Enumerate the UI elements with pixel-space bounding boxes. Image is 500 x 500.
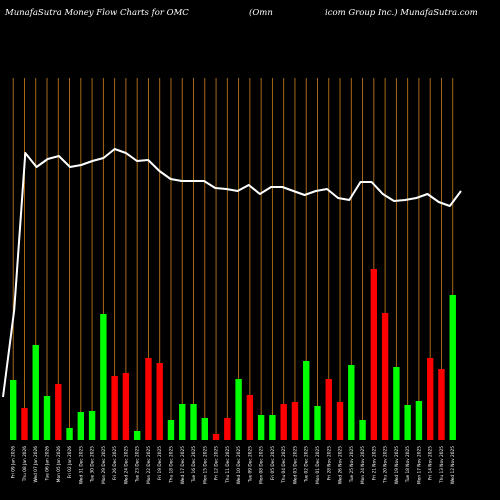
date-label: Wed 24 Dec 2025 xyxy=(123,446,129,484)
money-flow-bar xyxy=(133,431,141,440)
date-label: Tue 23 Dec 2025 xyxy=(135,446,141,483)
date-label: Tue 30 Dec 2025 xyxy=(90,446,96,483)
title-right: icom Group Inc.) MunafaSutra.com xyxy=(325,7,478,18)
price-line-path xyxy=(2,148,462,398)
date-label: Tue 06 Jan 2026 xyxy=(45,446,51,482)
money-flow-bar xyxy=(122,373,130,440)
date-label: Fri 09 Jan 2026 xyxy=(11,446,17,479)
money-flow-bar xyxy=(438,369,445,440)
money-flow-bar xyxy=(21,408,28,440)
date-label: Fri 28 Nov 2025 xyxy=(326,446,332,480)
date-label: Thu 11 Dec 2025 xyxy=(225,446,231,484)
money-flow-bar xyxy=(66,428,73,440)
money-flow-bar xyxy=(235,379,242,440)
money-flow-bar xyxy=(77,412,85,440)
date-label: Wed 17 Dec 2025 xyxy=(180,446,186,484)
date-label: Wed 19 Nov 2025 xyxy=(394,446,400,485)
date-label: Fri 02 Jan 2026 xyxy=(67,446,73,479)
money-flow-bar xyxy=(303,361,310,440)
date-label: Thu 18 Dec 2025 xyxy=(168,446,174,484)
money-flow-bar xyxy=(190,404,197,440)
money-flow-bar xyxy=(55,384,62,440)
money-flow-bar xyxy=(43,396,51,440)
date-label: Thu 04 Dec 2025 xyxy=(281,446,287,484)
money-flow-bar xyxy=(404,405,411,440)
money-flow-bar xyxy=(10,380,17,440)
money-flow-bar xyxy=(348,365,355,440)
date-label: Mon 22 Dec 2025 xyxy=(146,446,152,484)
date-label: Thu 08 Jan 2026 xyxy=(22,446,28,482)
date-labels: Fri 09 Jan 2026 Thu 08 Jan 2026 Wed 07 Jan… xyxy=(11,446,457,485)
money-flow-bar xyxy=(179,404,186,440)
money-flow-bar xyxy=(111,376,118,440)
date-label: Mon 08 Dec 2025 xyxy=(259,446,265,484)
money-flow-bar xyxy=(88,411,96,440)
bars xyxy=(10,269,456,440)
title-middle: (Omn xyxy=(249,7,273,18)
money-flow-bar xyxy=(145,358,152,440)
date-label: Mon 24 Nov 2025 xyxy=(360,446,366,484)
money-flow-bar xyxy=(426,358,434,440)
date-label: Tue 09 Dec 2025 xyxy=(247,446,253,483)
date-label: Wed 26 Nov 2025 xyxy=(338,446,344,485)
money-flow-bar xyxy=(100,314,107,440)
date-label: Fri 26 Dec 2025 xyxy=(112,446,118,480)
money-flow-bar xyxy=(167,420,175,440)
date-label: Fri 12 Dec 2025 xyxy=(214,446,220,480)
price-line xyxy=(2,148,462,398)
money-flow-bar xyxy=(314,406,321,440)
money-flow-bar xyxy=(212,434,220,440)
money-flow-bar xyxy=(291,402,299,440)
date-label: Mon 05 Jan 2026 xyxy=(56,446,62,482)
money-flow-bar xyxy=(156,363,163,440)
date-label: Fri 14 Nov 2025 xyxy=(428,446,434,480)
title-left: MunafaSutra Money Flow Charts for OMC xyxy=(4,8,189,18)
money-flow-bar xyxy=(257,415,265,440)
money-flow-bar xyxy=(370,269,378,440)
money-flow-bar xyxy=(280,404,287,440)
date-label: Tue 02 Dec 2025 xyxy=(304,446,310,483)
date-label: Thu 20 Nov 2025 xyxy=(383,446,389,484)
date-label: Fri 21 Nov 2025 xyxy=(371,446,377,480)
date-label: Mon 29 Dec 2025 xyxy=(101,446,107,484)
date-label: Wed 07 Jan 2026 xyxy=(33,446,39,483)
date-label: Tue 16 Dec 2025 xyxy=(191,446,197,483)
date-label: Wed 12 Nov 2025 xyxy=(450,446,456,485)
money-flow-bar xyxy=(381,313,389,440)
money-flow-bar xyxy=(359,420,366,440)
date-label: Fri 19 Dec 2025 xyxy=(157,446,163,480)
date-label: Fri 05 Dec 2025 xyxy=(270,446,276,480)
money-flow-bar xyxy=(336,402,344,440)
money-flow-bar xyxy=(32,345,39,440)
money-flow-bar xyxy=(246,395,254,440)
money-flow-bar xyxy=(449,295,456,440)
money-flow-bar xyxy=(201,418,208,440)
date-label: Thu 13 Nov 2025 xyxy=(439,446,445,484)
money-flow-bar xyxy=(325,379,332,440)
money-flow-bar xyxy=(224,418,231,440)
money-flow-bar xyxy=(269,415,276,440)
date-label: Tue 18 Nov 2025 xyxy=(405,446,411,483)
money-flow-bar xyxy=(393,367,400,440)
date-label: Mon 17 Nov 2025 xyxy=(416,446,422,484)
date-label: Wed 31 Dec 2025 xyxy=(78,446,84,484)
date-label: Tue 25 Nov 2025 xyxy=(349,446,355,483)
money-flow-bar xyxy=(415,401,423,440)
date-label: Wed 10 Dec 2025 xyxy=(236,446,242,484)
date-label: Mon 01 Dec 2025 xyxy=(315,446,321,484)
date-label: Mon 15 Dec 2025 xyxy=(202,446,208,484)
date-label: Wed 03 Dec 2025 xyxy=(292,446,298,484)
